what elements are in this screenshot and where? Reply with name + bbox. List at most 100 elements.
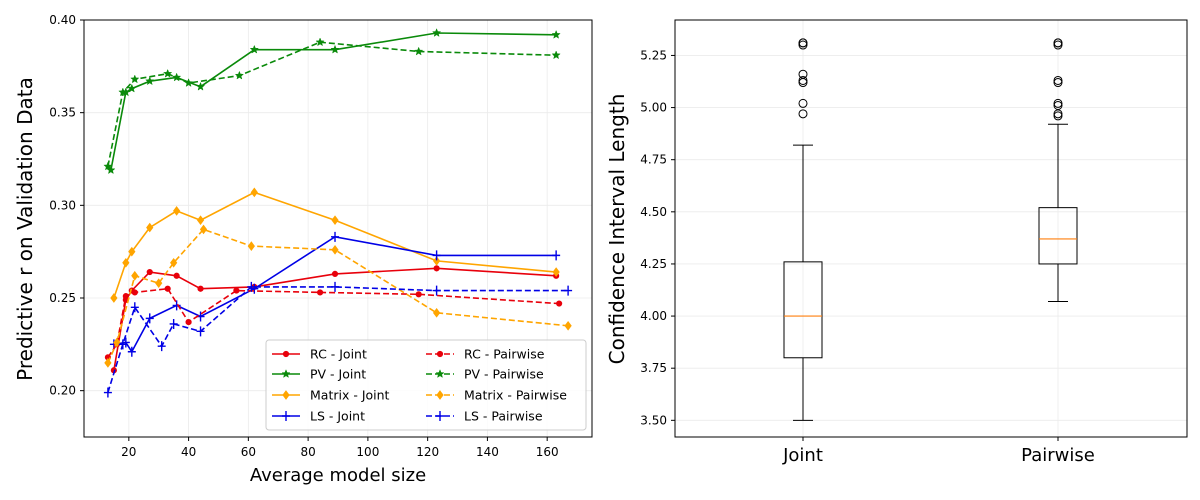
series-line-rc-pairwise — [107, 287, 560, 358]
data-point-matrix-pairwise — [331, 244, 339, 255]
legend-marker-pv-pairwise — [435, 369, 445, 378]
data-point-ls-pairwise — [169, 318, 178, 329]
data-point-rc-joint — [146, 268, 153, 276]
left-ticks: 20 40 60 80 100 120 140 160 0.20 0.25 0.30 0.35 0.40 — [49, 13, 558, 459]
data-point-ls-pairwise — [432, 285, 441, 296]
left-x-tick-label: 120 — [416, 445, 439, 459]
right-y-tick-label: 5.25 — [640, 48, 667, 62]
data-point-pv-joint — [195, 81, 206, 91]
legend-entry-rc-pairwise: RC - Pairwise — [426, 347, 545, 362]
data-point-matrix-pairwise — [199, 224, 208, 235]
legend-label-pv-pairwise: PV - Pairwise — [464, 367, 544, 382]
data-point-matrix-pairwise — [247, 241, 255, 251]
left-y-axis-label: Predictive r on Validation Data — [13, 77, 37, 381]
left-x-axis-label: Average model size — [250, 465, 426, 486]
data-point-pv-pairwise — [130, 74, 140, 84]
data-point-pv-pairwise — [183, 78, 194, 87]
right-grid — [675, 20, 1187, 437]
right-plot-frame — [674, 19, 1188, 438]
legend-label-ls-pairwise: LS - Pairwise — [464, 409, 543, 424]
data-point-matrix-joint — [122, 257, 130, 268]
outlier-point — [1053, 40, 1063, 50]
data-point-rc-pairwise — [316, 289, 324, 296]
data-point-rc-pairwise — [415, 291, 422, 298]
box-iqr — [1038, 207, 1078, 265]
data-point-rc-pairwise — [185, 318, 192, 326]
data-point-pv-pairwise — [234, 70, 245, 80]
data-point-ls-pairwise — [130, 302, 139, 313]
data-point-ls-pairwise — [196, 326, 205, 337]
data-point-matrix-joint — [250, 187, 258, 198]
box-iqr — [783, 261, 823, 359]
data-point-ls-joint — [552, 250, 561, 261]
data-point-matrix-pairwise — [104, 358, 112, 368]
data-point-pv-joint — [127, 83, 137, 93]
data-point-pv-pairwise — [118, 87, 128, 97]
right-y-tick-label: 3.50 — [640, 413, 667, 427]
left-x-tick-label: 100 — [356, 445, 379, 459]
legend-entry-rc-joint: RC - Joint — [272, 347, 367, 362]
outlier-point — [798, 69, 808, 79]
left-x-tick-label: 140 — [476, 445, 499, 459]
right-y-tick-label: 4.00 — [640, 309, 667, 323]
data-point-matrix-joint — [110, 293, 118, 303]
right-y-tick-label: 4.25 — [640, 257, 667, 271]
data-point-matrix-joint — [331, 215, 339, 225]
series-matrix-joint — [110, 187, 560, 303]
legend-entries: RC - Joint PV - Joint Matrix - Joint LS - J… — [272, 347, 567, 424]
legend-box — [265, 339, 587, 431]
left-x-tick-label: 80 — [300, 445, 315, 459]
legend-label-pv-joint: PV - Joint — [310, 367, 366, 382]
outlier-point — [1053, 38, 1063, 48]
data-point-ls-pairwise — [247, 281, 256, 292]
data-point-rc-pairwise — [131, 289, 138, 296]
series-line-ls-pairwise — [107, 286, 569, 393]
legend-label-rc-joint: RC - Joint — [310, 347, 367, 362]
outlier-point — [1053, 100, 1063, 110]
left-x-tick-label: 20 — [121, 445, 136, 459]
legend-label-rc-pairwise: RC - Pairwise — [464, 347, 545, 362]
data-point-ls-pairwise — [331, 281, 340, 292]
box-chart: 3.50 3.75 4.00 4.25 4.50 4.75 5.00 5.25 Joint Pai… — [605, 19, 1188, 466]
data-point-matrix-joint — [432, 256, 441, 266]
left-y-tick-label: 0.30 — [49, 198, 76, 212]
legend-marker-matrix-pairwise — [436, 390, 444, 400]
series-line-pv-joint — [110, 32, 557, 171]
data-point-ls-joint — [145, 313, 154, 324]
data-point-pv-pairwise — [163, 68, 173, 78]
right-y-tick-label: 4.75 — [640, 153, 667, 167]
data-point-ls-joint — [432, 250, 441, 261]
outlier-point — [1053, 75, 1063, 85]
legend-marker-pv-joint — [281, 369, 291, 378]
data-point-matrix-pairwise — [113, 337, 121, 348]
right-box-layer — [783, 38, 1078, 421]
legend-entry-ls-joint: LS - Joint — [272, 409, 365, 424]
data-point-matrix-joint — [128, 246, 136, 257]
outlier-point — [798, 98, 808, 108]
data-point-rc-pairwise — [556, 300, 563, 307]
outlier-point — [1053, 98, 1063, 108]
left-y-tick-label: 0.40 — [49, 13, 76, 27]
data-point-pv-joint — [551, 29, 561, 39]
left-series-layer — [103, 28, 573, 398]
outlier-point — [798, 38, 808, 48]
data-point-pv-pairwise — [551, 50, 561, 60]
box-joint — [783, 38, 823, 421]
data-point-pv-joint — [145, 76, 155, 86]
data-point-pv-joint — [249, 44, 259, 54]
outlier-point — [798, 40, 808, 50]
data-point-ls-pairwise — [157, 341, 166, 352]
data-point-matrix-pairwise — [432, 307, 441, 318]
data-point-matrix-pairwise — [564, 320, 572, 331]
data-point-ls-pairwise — [103, 387, 112, 398]
data-point-matrix-joint — [196, 215, 205, 225]
data-point-rc-joint — [173, 272, 180, 279]
data-point-ls-joint — [172, 300, 181, 311]
legend-entry-matrix-pairwise: Matrix - Pairwise — [426, 388, 567, 403]
legend-entry-pv-joint: PV - Joint — [272, 367, 366, 382]
data-point-matrix-pairwise — [170, 257, 178, 268]
right-y-tick-label: 4.50 — [640, 205, 667, 219]
left-y-tick-label: 0.25 — [49, 291, 76, 305]
data-point-pv-joint — [431, 28, 442, 37]
data-point-ls-joint — [331, 231, 340, 242]
